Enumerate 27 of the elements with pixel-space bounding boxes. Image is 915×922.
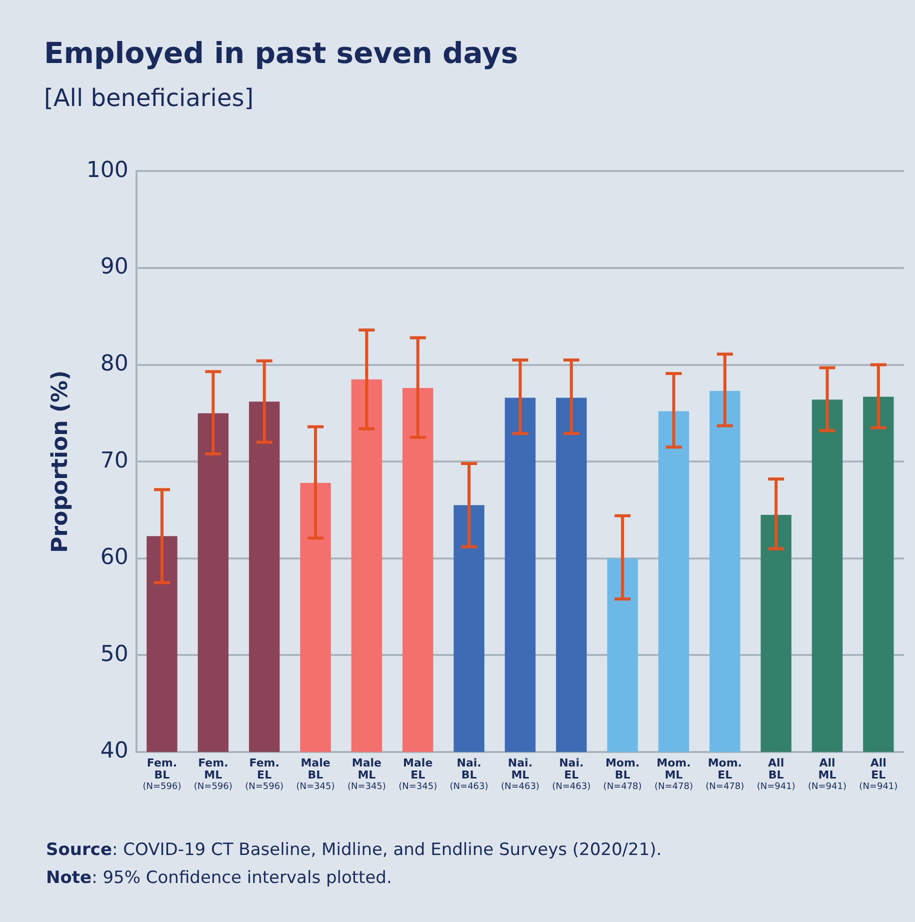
y-tick-label: 60 xyxy=(100,545,128,570)
x-tick-label: Male BL (N=345) xyxy=(296,756,335,792)
x-tick-label: Fem. ML (N=596) xyxy=(194,756,232,792)
x-tick-label: Mom. BL (N=478) xyxy=(603,756,642,792)
y-tick-label: 90 xyxy=(100,254,128,280)
text: Note: 95% Confidence intervals plotted. xyxy=(46,867,393,890)
x-tick-label: Male EL (N=345) xyxy=(398,756,438,792)
x-tick-label: All ML (N=941) xyxy=(808,756,846,792)
y-tick-label: 100 xyxy=(86,158,128,183)
x-tick-label: Mom. EL (N=478) xyxy=(706,756,744,792)
source-note: Source: COVID-19 CT Baseline, Midline, and Endline Surveys (2020/21). xyxy=(46,839,662,862)
chart-title: Employed in past seven days xyxy=(44,36,518,70)
chart-subtitle: [All beneficiaries] xyxy=(44,84,254,112)
x-tick-label: All EL (N=941) xyxy=(859,756,898,792)
y-tick-label: 70 xyxy=(100,448,128,474)
y-tick-label: 40 xyxy=(100,738,128,764)
x-tick-label: Nai. EL (N=463) xyxy=(552,756,591,792)
x-tick-label: Mom. ML (N=478) xyxy=(654,756,693,792)
x-tick-label: Nai. BL (N=463) xyxy=(450,756,488,792)
y-tick-label: 50 xyxy=(100,642,128,667)
y-tick-label: 80 xyxy=(100,352,128,377)
y-axis-title: Proportion (%) xyxy=(48,370,73,553)
x-tick-label: Nai. ML (N=463) xyxy=(500,756,540,792)
x-tick-label: Fem. BL (N=596) xyxy=(142,756,182,792)
x-tick-label: All BL (N=941) xyxy=(756,756,796,792)
x-tick-label: Male ML (N=345) xyxy=(347,756,386,792)
x-tick-label: Fem. EL (N=596) xyxy=(245,756,284,792)
